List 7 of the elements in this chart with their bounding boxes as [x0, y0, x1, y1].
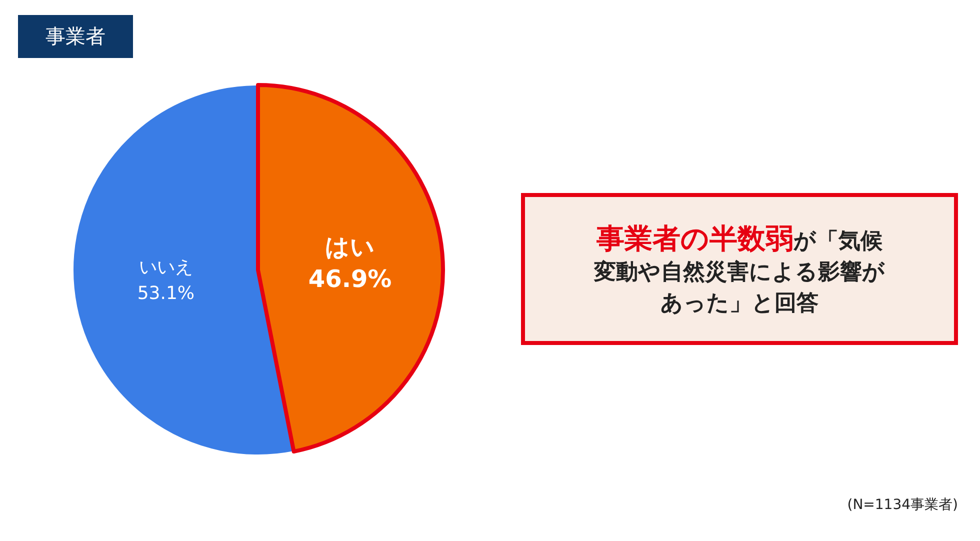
- text: (N=1134事業者): [847, 496, 958, 514]
- chart-title: 事業者: [18, 15, 133, 58]
- text: 事業者の半数弱が「気候変動や自然災害による影響があった」と回答: [592, 220, 886, 318]
- data-label: 46.9%: [308, 265, 392, 294]
- data-label: 53.1%: [137, 282, 195, 304]
- slice-label: はい: [325, 233, 376, 262]
- slice-label: いいえ: [138, 256, 193, 278]
